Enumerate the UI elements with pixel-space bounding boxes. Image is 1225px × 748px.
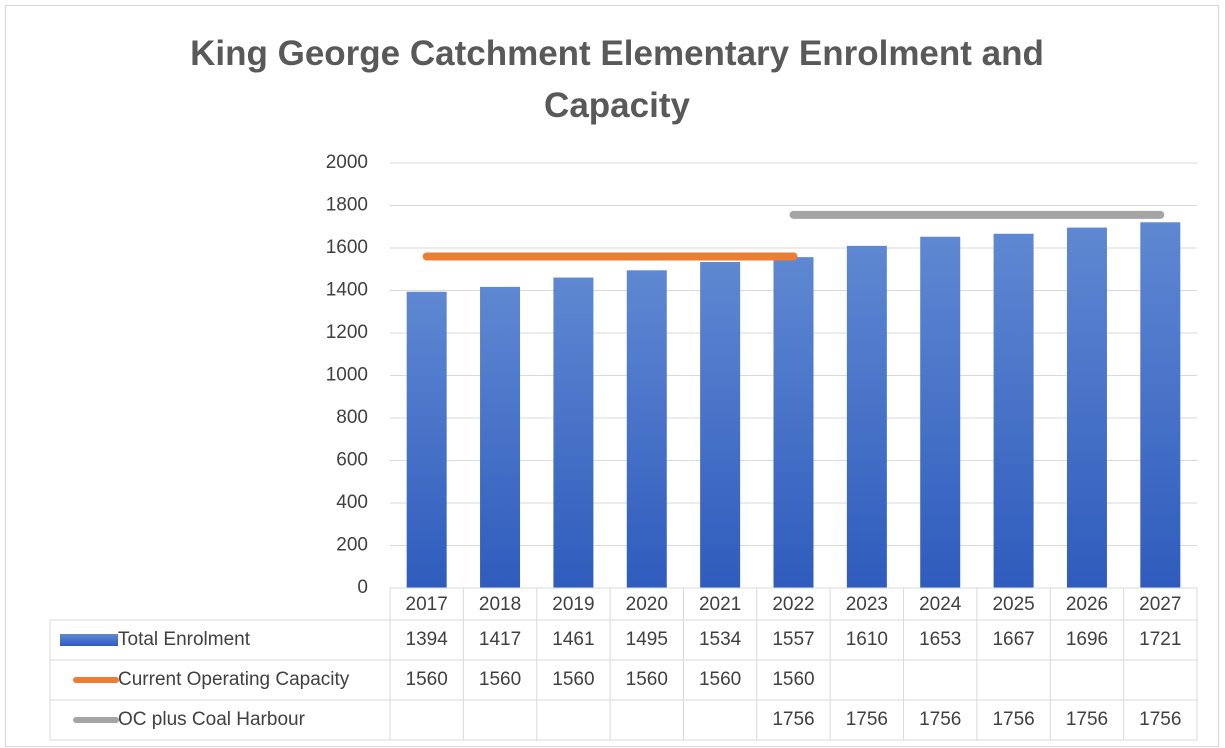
table-value: 1560: [772, 669, 814, 690]
y-tick-label: 1200: [326, 322, 368, 343]
x-tick-label: 2023: [846, 594, 888, 615]
legend-label: OC plus Coal Harbour: [118, 709, 306, 730]
x-tick-label: 2027: [1139, 594, 1181, 615]
table-value: 1756: [772, 709, 814, 730]
table-value: 1417: [479, 629, 521, 650]
bar: [773, 257, 814, 588]
bar: [406, 291, 447, 588]
x-tick-label: 2026: [1066, 594, 1108, 615]
bar: [553, 277, 594, 588]
y-tick-label: 400: [336, 492, 368, 513]
table-value: 1756: [1066, 709, 1108, 730]
y-tick-label: 1400: [326, 280, 368, 301]
x-tick-label: 2021: [699, 594, 741, 615]
table-value: 1653: [919, 629, 961, 650]
table-value: 1756: [919, 709, 961, 730]
x-tick-label: 2018: [479, 594, 521, 615]
legend-key: [60, 634, 118, 646]
y-tick-label: 800: [336, 407, 368, 428]
table-value: 1756: [846, 709, 888, 730]
bar: [846, 245, 887, 588]
table-value: 1756: [992, 709, 1034, 730]
table-value: 1560: [699, 669, 741, 690]
table-value: 1461: [552, 629, 594, 650]
table-value: 1696: [1066, 629, 1108, 650]
table-value: 1610: [846, 629, 888, 650]
y-tick-label: 2000: [326, 152, 368, 173]
y-tick-label: 600: [336, 450, 368, 471]
bar: [1066, 227, 1107, 588]
table-value: 1534: [699, 629, 742, 650]
table-value: 1560: [479, 669, 521, 690]
table-value: 1557: [772, 629, 814, 650]
table-value: 1495: [626, 629, 668, 650]
x-tick-label: 2025: [992, 594, 1034, 615]
table-value: 1756: [1139, 709, 1181, 730]
x-tick-label: 2017: [406, 594, 448, 615]
bar: [993, 233, 1034, 588]
y-tick-label: 200: [336, 535, 368, 556]
table-value: 1667: [992, 629, 1034, 650]
chart-title: King George Catchment Elementary Enrolme…: [190, 34, 1044, 125]
bar: [920, 236, 961, 589]
y-tick-label: 1600: [326, 237, 368, 258]
bar: [700, 262, 741, 588]
table-value: 1721: [1139, 629, 1181, 650]
y-tick-label: 0: [357, 577, 368, 598]
x-tick-label: 2020: [626, 594, 668, 615]
x-tick-label: 2022: [772, 594, 814, 615]
y-tick-label: 1000: [326, 365, 368, 386]
table-value: 1560: [406, 669, 448, 690]
bar: [480, 286, 521, 588]
x-tick-label: 2019: [552, 594, 594, 615]
table-value: 1560: [552, 669, 594, 690]
bar: [626, 270, 667, 588]
x-tick-label: 2024: [919, 594, 962, 615]
legend-label: Current Operating Capacity: [118, 669, 350, 690]
bar: [1140, 222, 1181, 588]
table-value: 1560: [626, 669, 668, 690]
legend-label: Total Enrolment: [118, 629, 251, 650]
y-tick-label: 1800: [326, 195, 368, 216]
table-value: 1394: [406, 629, 449, 650]
